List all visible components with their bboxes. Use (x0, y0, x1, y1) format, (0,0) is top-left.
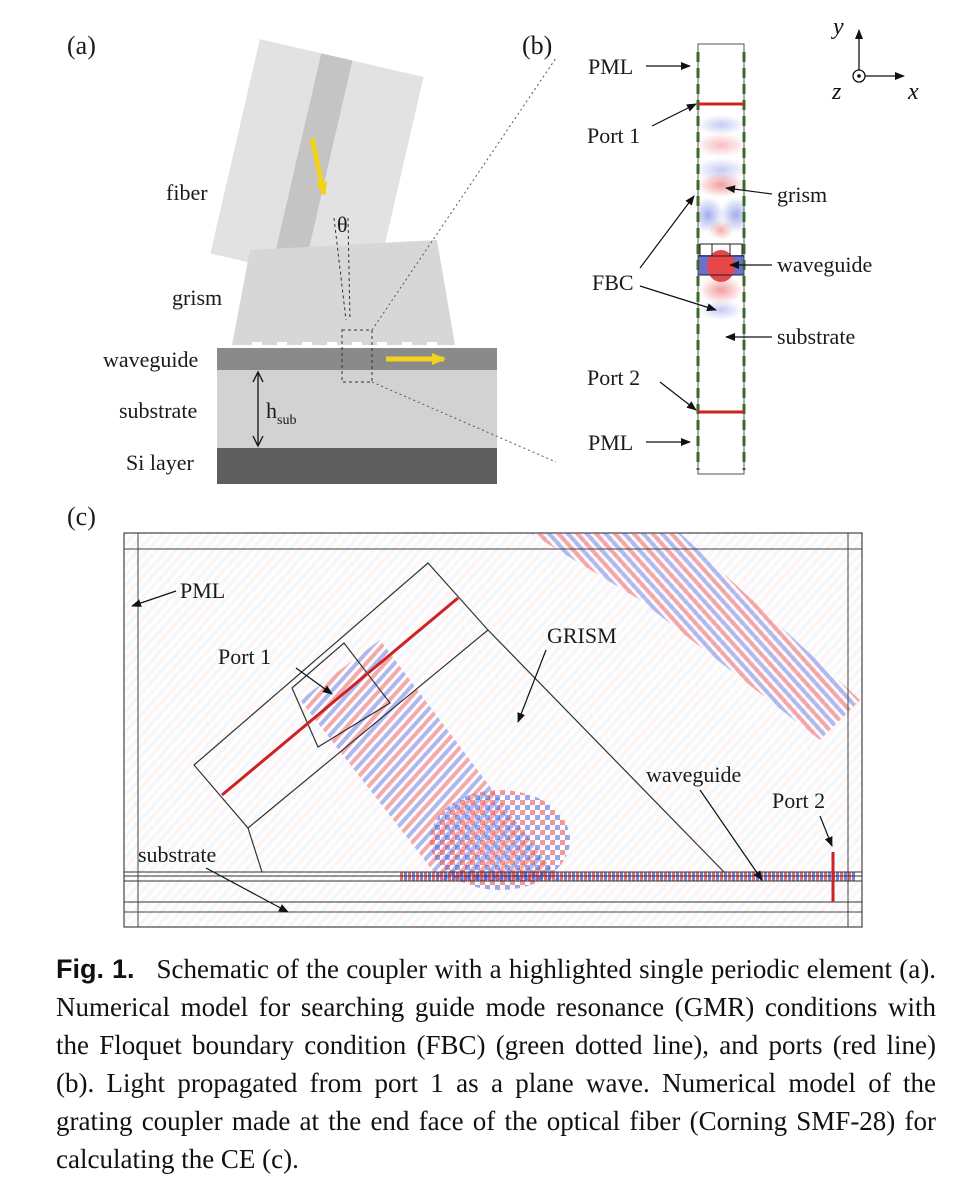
label-theta: θ (337, 212, 348, 237)
figure-caption: Fig. 1. Schematic of the coupler with a h… (56, 950, 936, 1178)
label-port1-c: Port 1 (218, 644, 271, 669)
label-port1-b: Port 1 (587, 123, 640, 148)
panel-a-tag: (a) (67, 31, 96, 60)
hsub-arrow-up (252, 370, 264, 383)
axis-x-label: x (907, 79, 919, 105)
substrate-layer (217, 370, 497, 448)
si-layer (217, 448, 497, 484)
panel-b-tag: (b) (522, 31, 552, 60)
label-si-layer: Si layer (126, 450, 194, 475)
grating-teeth (252, 342, 437, 348)
axis-z-label: z (831, 79, 842, 105)
fiber-core (271, 53, 353, 275)
label-port2-c: Port 2 (772, 788, 825, 813)
fiber-core-region (291, 642, 391, 748)
panel-a: (a) (67, 31, 557, 484)
panel-c-tag: (c) (67, 502, 96, 531)
caption-text: Schematic of the coupler with a highligh… (56, 954, 936, 1174)
highlight-box (341, 329, 373, 383)
label-fbc: FBC (592, 270, 634, 295)
axis-y-label: y (831, 14, 844, 40)
label-grism-b: grism (777, 182, 827, 207)
label-waveguide-a: waveguide (103, 347, 198, 372)
label-substrate-c: substrate (138, 842, 216, 867)
caption-label: Fig. 1. (56, 954, 135, 984)
label-grism-a: grism (172, 285, 222, 310)
label-port2-b: Port 2 (587, 365, 640, 390)
label-waveguide-c: waveguide (646, 762, 741, 787)
grism-right-edge (487, 629, 725, 873)
port-1-line-c (221, 596, 459, 797)
hsub-arrow-down (252, 435, 264, 448)
theta-line-2 (347, 217, 351, 321)
grism-block (232, 240, 455, 345)
grism-left-edge (247, 827, 263, 873)
label-pml-c: PML (180, 578, 225, 603)
label-substrate-b: substrate (777, 324, 855, 349)
theta-line-1 (333, 217, 347, 321)
label-grism-c: GRISM (547, 623, 617, 648)
label-substrate-a: substrate (119, 398, 197, 423)
zoom-line-bottom (371, 381, 557, 463)
figure-1: (a) (67, 14, 919, 928)
panel-b: (b) PML Port 1 (522, 14, 919, 475)
label-fiber: fiber (166, 180, 208, 205)
label-pml-top: PML (588, 54, 633, 79)
unit-cell-field (698, 115, 744, 320)
label-pml-bottom: PML (588, 430, 633, 455)
panel-c: (c) (67, 502, 863, 928)
axes-indicator: y z x (831, 14, 919, 105)
label-hsub: hsub (266, 398, 296, 428)
waveguide-layer (217, 348, 497, 370)
input-light-arrow (309, 137, 328, 196)
field-pattern (124, 533, 862, 927)
label-waveguide-b: waveguide (777, 252, 872, 277)
